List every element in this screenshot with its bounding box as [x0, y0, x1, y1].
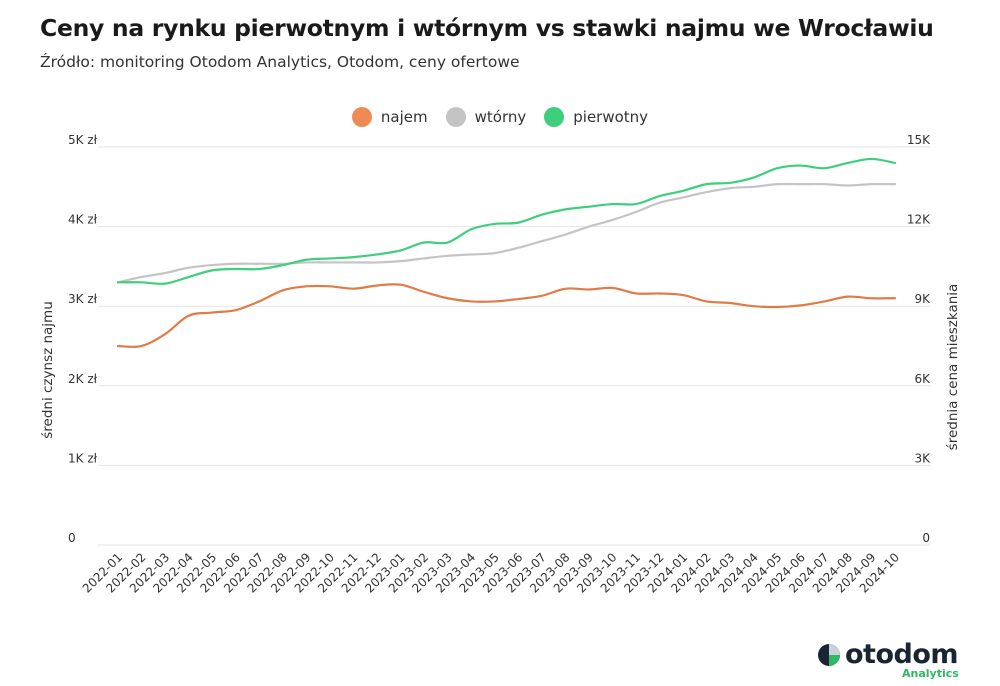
legend-item-pierwotny[interactable]: pierwotny	[544, 107, 648, 127]
line-chart: 0 0 1K zł 3K 2K zł 6K 3K zł 9K 4K zł 12K 5K zł 15K ś…	[40, 133, 961, 596]
otodom-logo-word: otodom	[845, 639, 959, 670]
legend-label-wtorny: wtórny	[474, 108, 527, 126]
series-line-wtorny	[116, 182, 897, 284]
otodom-logo: otodom	[818, 639, 959, 670]
y-tick-right: 9K	[914, 292, 931, 306]
legend-dot-wtorny	[445, 107, 466, 127]
legend-label-najem: najem	[380, 108, 428, 126]
chart-legend: najem wtórny pierwotny	[0, 107, 1000, 127]
y-tick-left: 4K zł	[68, 213, 98, 227]
series-line-najem	[116, 283, 897, 348]
y-tick-left: 3K zł	[68, 292, 98, 306]
otodom-logo-analytics: Analytics	[902, 667, 959, 680]
legend-item-wtorny[interactable]: wtórny	[445, 107, 527, 127]
y-tick-left: 1K zł	[68, 451, 98, 465]
series-line-pierwotny	[116, 157, 897, 285]
y-tick-right: 3K	[914, 451, 931, 465]
y-tick-right: 15K	[907, 133, 931, 147]
legend-dot-pierwotny	[544, 107, 565, 127]
y-tick-left: 5K zł	[68, 133, 98, 147]
chart-title: Ceny na rynku pierwotnym i wtórnym vs st…	[40, 14, 934, 42]
otodom-logo-mark-icon	[818, 643, 840, 666]
legend-label-pierwotny: pierwotny	[573, 108, 649, 126]
y-axis-label-right: średnia cena mieszkania	[945, 284, 961, 451]
y-axis-label-left: średni czynsz najmu	[40, 301, 56, 439]
y-tick-right: 0	[922, 531, 930, 545]
legend-dot-najem	[351, 107, 372, 127]
chart-subtitle: Źródło: monitoring Otodom Analytics, Oto…	[40, 53, 520, 71]
legend-item-najem[interactable]: najem	[351, 107, 428, 127]
y-tick-left: 0	[68, 531, 76, 545]
y-tick-right: 12K	[907, 213, 931, 227]
y-tick-left: 2K zł	[68, 372, 98, 386]
y-tick-right: 6K	[914, 372, 931, 386]
